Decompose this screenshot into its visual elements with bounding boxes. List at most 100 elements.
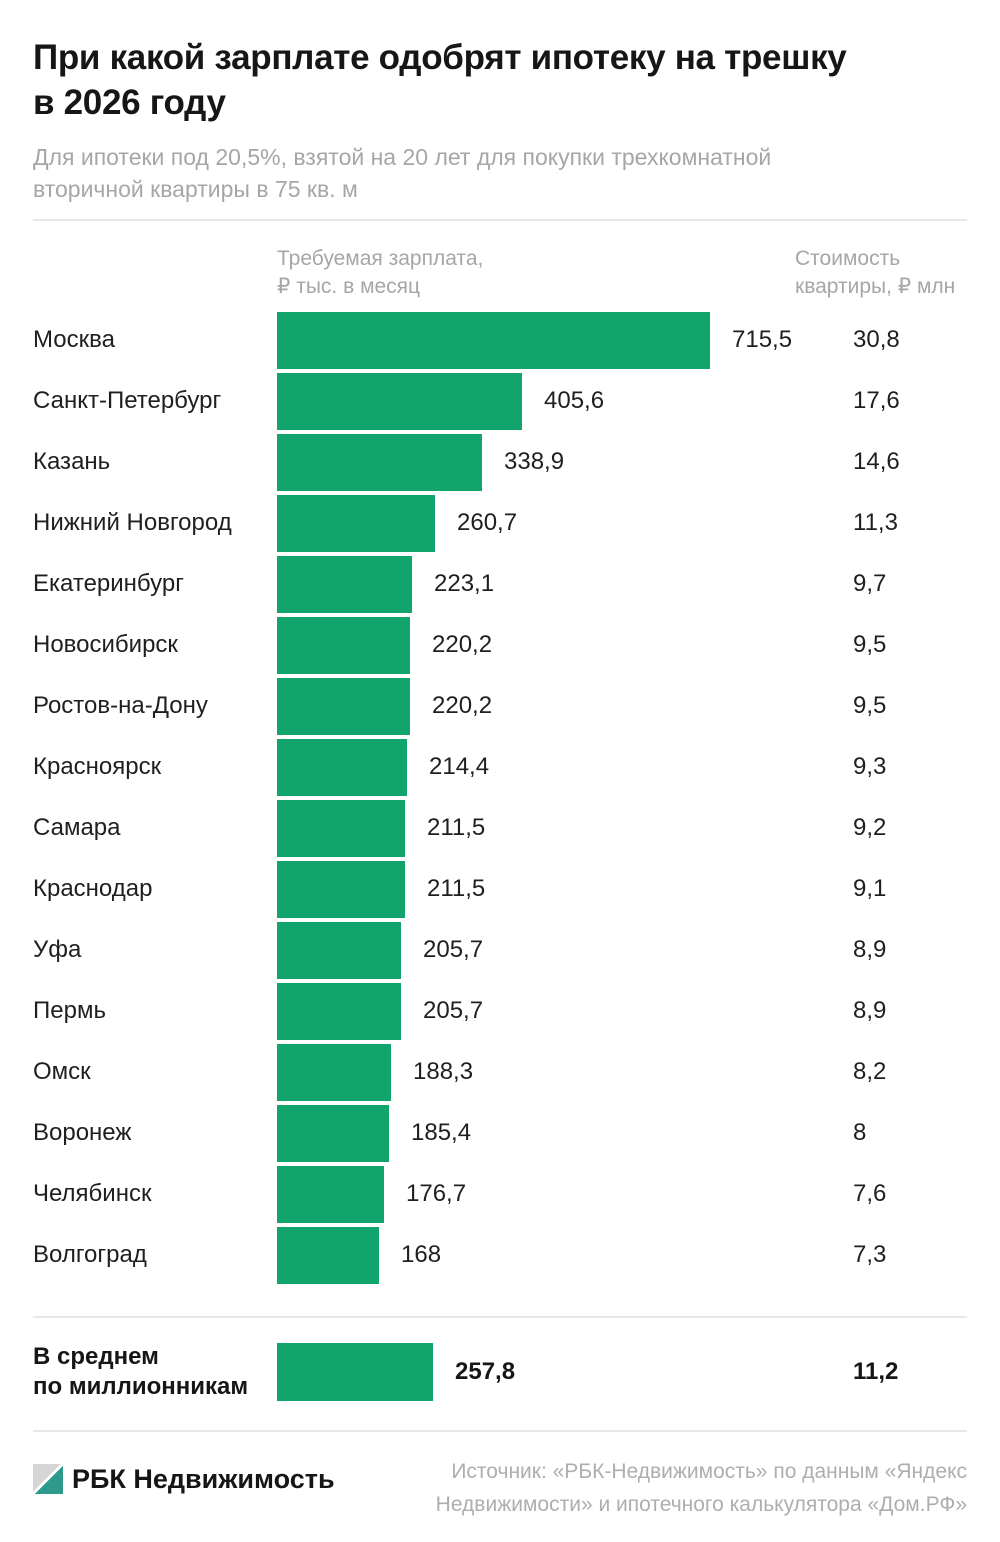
chart-row: Краснодар 211,5 9,1 — [33, 859, 967, 920]
average-label: В среднем по миллионникам — [33, 1340, 248, 1404]
city-label: Ростов-на-Дону — [33, 692, 208, 720]
chart-row: Нижний Новгород 260,7 11,3 — [33, 493, 967, 554]
price-value: 9,1 — [853, 875, 887, 903]
city-label: Воронеж — [33, 1119, 132, 1147]
chart-row: Москва 715,5 30,8 — [33, 310, 967, 371]
price-value: 9,5 — [853, 631, 887, 659]
salary-value: 220,2 — [432, 692, 493, 720]
footer: РБК Недвижимость Источник: «РБК-Недвижим… — [33, 1456, 967, 1521]
salary-value: 188,3 — [413, 1058, 474, 1086]
rbc-logo-icon — [33, 1464, 63, 1495]
price-value: 7,3 — [853, 1241, 887, 1269]
salary-bar — [277, 372, 522, 430]
salary-value: 405,6 — [544, 387, 605, 415]
salary-value: 185,4 — [411, 1119, 472, 1147]
price-value: 9,7 — [853, 570, 887, 598]
chart-row: Челябинск 176,7 7,6 — [33, 1164, 967, 1225]
chart-row: Самара 211,5 9,2 — [33, 798, 967, 859]
salary-bar — [277, 555, 412, 613]
page-title-line1: При какой зарплате одобрят ипотеку на тр… — [33, 38, 847, 77]
city-label: Краснодар — [33, 875, 153, 903]
price-value: 30,8 — [853, 326, 900, 354]
salary-bar — [277, 1104, 389, 1162]
city-label: Москва — [33, 326, 115, 354]
salary-bar — [277, 311, 710, 369]
salary-bar — [277, 433, 482, 491]
price-value: 9,3 — [853, 753, 887, 781]
divider — [33, 218, 967, 221]
salary-column-header-line2: ₽ тыс. в месяц — [277, 275, 421, 299]
divider — [33, 1315, 967, 1318]
average-salary-bar — [277, 1342, 433, 1401]
salary-value: 168 — [401, 1241, 442, 1269]
page-title: При какой зарплате одобрят ипотеку на тр… — [33, 36, 967, 126]
city-label: Пермь — [33, 997, 106, 1025]
price-value: 17,6 — [853, 387, 900, 415]
salary-value: 715,5 — [732, 326, 793, 354]
average-price-value: 11,2 — [853, 1357, 899, 1385]
city-label: Волгоград — [33, 1241, 147, 1269]
city-label: Красноярск — [33, 753, 162, 781]
salary-bar — [277, 982, 401, 1040]
price-value: 8 — [853, 1119, 867, 1147]
chart-row: Екатеринбург 223,1 9,7 — [33, 554, 967, 615]
salary-bar — [277, 616, 410, 674]
page-title-line2: в 2026 году — [33, 82, 226, 122]
salary-value: 338,9 — [504, 448, 565, 476]
salary-bar — [277, 860, 405, 918]
salary-value: 223,1 — [434, 570, 495, 598]
salary-bar — [277, 1165, 384, 1223]
infographic: При какой зарплате одобрят ипотеку на тр… — [0, 36, 1000, 1521]
average-label-line2: по миллионникам — [33, 1372, 249, 1400]
city-label: Санкт-Петербург — [33, 387, 222, 415]
city-label: Новосибирск — [33, 631, 178, 659]
salary-value: 260,7 — [457, 509, 518, 537]
city-label: Казань — [33, 448, 111, 476]
city-label: Уфа — [33, 936, 82, 964]
average-row: В среднем по миллионникам 257,8 11,2 — [33, 1340, 967, 1404]
chart-row: Новосибирск 220,2 9,5 — [33, 615, 967, 676]
salary-column-header: Требуемая зарплата, ₽ тыс. в месяц — [277, 245, 483, 302]
salary-bar — [277, 799, 405, 857]
price-column-header-line2: квартиры, ₽ млн — [795, 275, 956, 299]
city-label: Нижний Новгород — [33, 509, 232, 537]
chart-row: Казань 338,9 14,6 — [33, 432, 967, 493]
salary-bar — [277, 677, 410, 735]
brand-name: РБК Недвижимость — [72, 1463, 335, 1494]
salary-bar — [277, 494, 435, 552]
price-value: 7,6 — [853, 1180, 887, 1208]
chart-row: Пермь 205,7 8,9 — [33, 981, 967, 1042]
salary-bar — [277, 1226, 379, 1284]
salary-bar — [277, 921, 401, 979]
chart-row: Воронеж 185,4 8 — [33, 1103, 967, 1164]
salary-value: 211,5 — [427, 875, 486, 903]
city-label: Екатеринбург — [33, 570, 184, 598]
price-column-header-line1: Стоимость — [795, 246, 901, 270]
salary-value: 214,4 — [429, 753, 490, 781]
salary-bar — [277, 738, 407, 796]
price-value: 14,6 — [853, 448, 900, 476]
salary-value: 211,5 — [427, 814, 486, 842]
salary-value: 220,2 — [432, 631, 493, 659]
source-attribution: Источник: «РБК-Недвижимость» по данным «… — [436, 1456, 967, 1521]
salary-value: 176,7 — [406, 1180, 467, 1208]
salary-value: 205,7 — [423, 936, 484, 964]
salary-column-header-line1: Требуемая зарплата, — [277, 246, 484, 270]
chart-row: Уфа 205,7 8,9 — [33, 920, 967, 981]
subtitle-line1: Для ипотеки под 20,5%, взятой на 20 лет … — [33, 143, 772, 170]
divider — [33, 1429, 967, 1432]
city-label: Челябинск — [33, 1180, 152, 1208]
column-headers: Требуемая зарплата, ₽ тыс. в месяц Стоим… — [33, 245, 967, 303]
price-value: 8,9 — [853, 936, 887, 964]
price-value: 9,5 — [853, 692, 887, 720]
source-line2: Недвижимости» и ипотечного калькулятора … — [435, 1492, 967, 1516]
price-value: 11,3 — [853, 509, 898, 537]
chart-row: Омск 188,3 8,2 — [33, 1042, 967, 1103]
subtitle: Для ипотеки под 20,5%, взятой на 20 лет … — [33, 141, 967, 205]
average-label-line1: В среднем — [33, 1342, 159, 1370]
chart-row: Санкт-Петербург 405,6 17,6 — [33, 371, 967, 432]
brand: РБК Недвижимость — [33, 1464, 335, 1495]
city-label: Самара — [33, 814, 121, 842]
chart-row: Волгоград 168 7,3 — [33, 1225, 967, 1286]
source-line1: Источник: «РБК-Недвижимость» по данным «… — [451, 1459, 967, 1483]
